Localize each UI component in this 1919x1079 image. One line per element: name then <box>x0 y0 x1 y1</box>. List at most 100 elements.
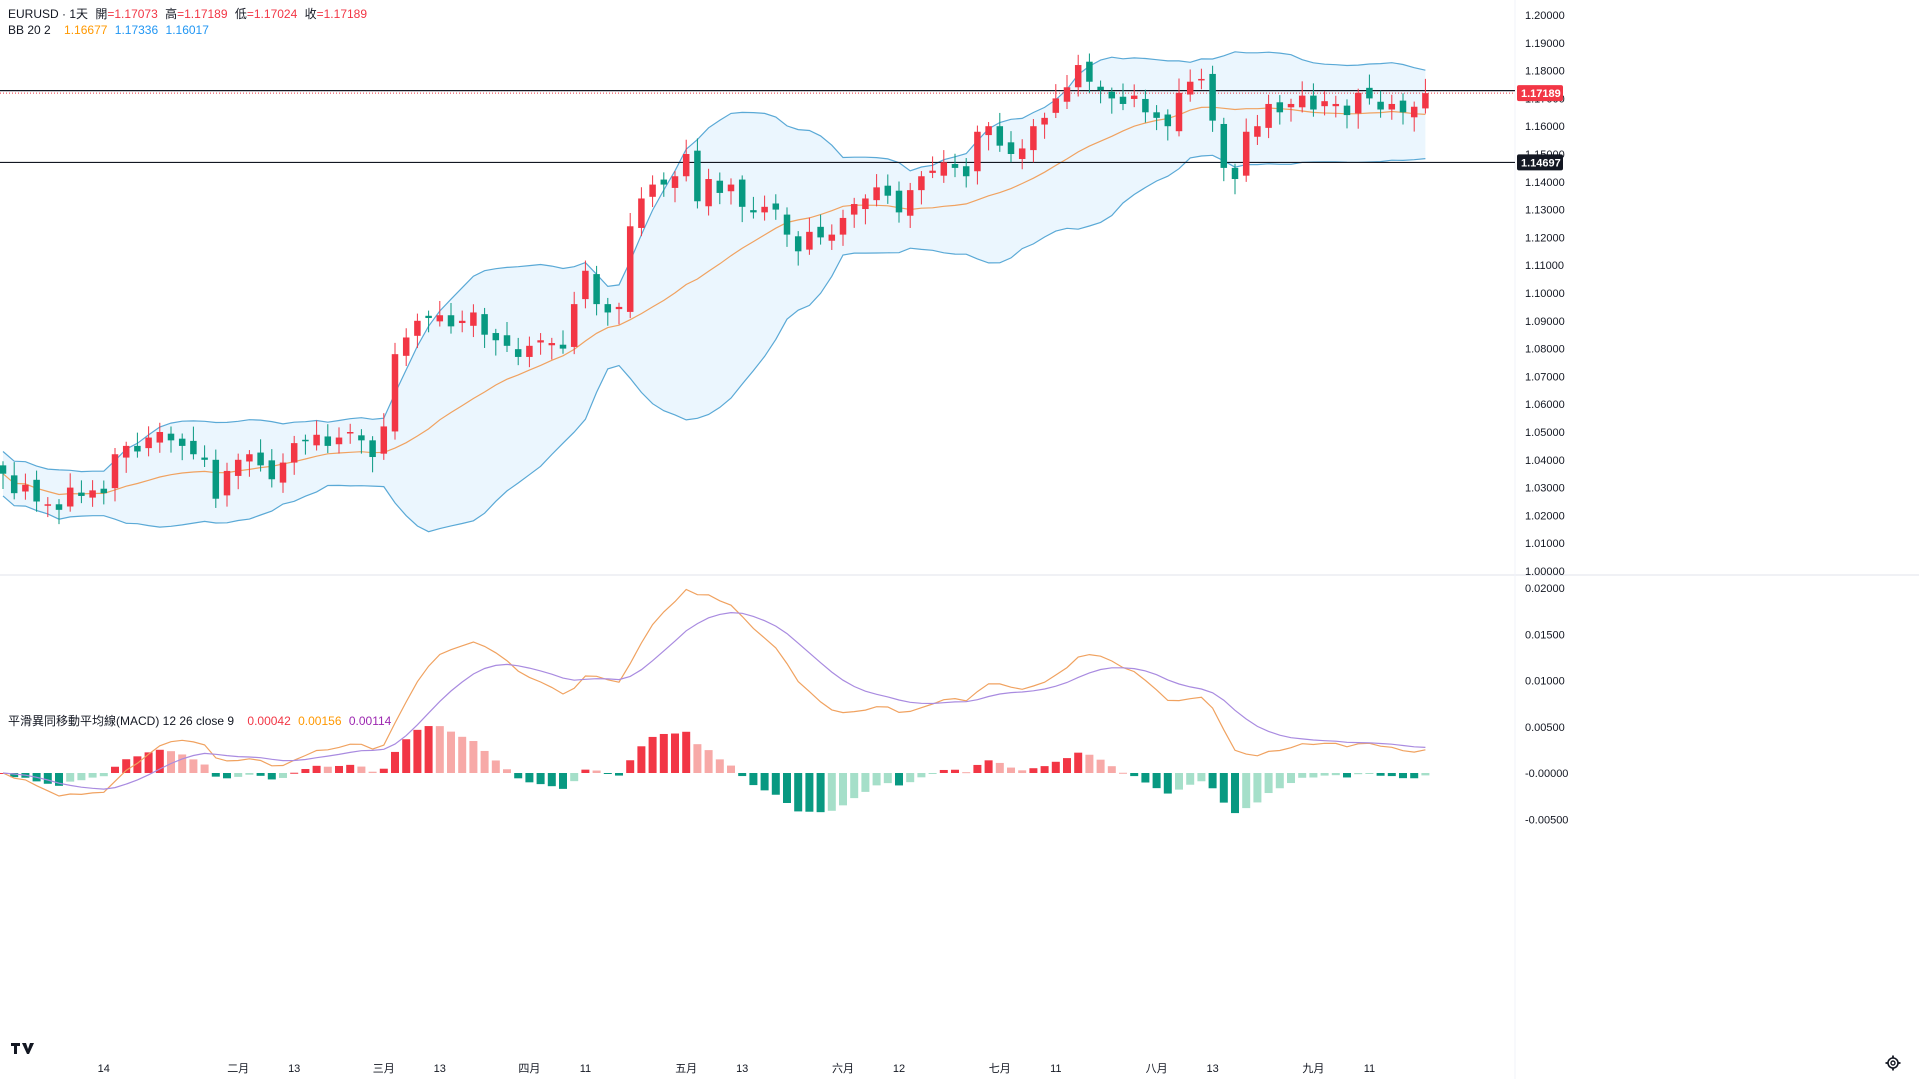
candle-body <box>1422 93 1429 109</box>
candle-body <box>358 435 365 441</box>
macd-histogram-bar <box>704 750 713 773</box>
macd-histogram-bar <box>738 773 747 777</box>
candle-body <box>1108 91 1116 99</box>
macd-histogram-bar <box>245 773 254 775</box>
macd-histogram-bar <box>895 773 903 786</box>
candle <box>313 420 320 451</box>
candle-body <box>526 345 533 357</box>
candle <box>234 453 242 490</box>
candle <box>201 445 208 468</box>
macd-line <box>2 588 1426 797</box>
candle <box>257 439 264 472</box>
candle-body <box>503 335 511 346</box>
macd-histogram-bar <box>525 773 534 783</box>
time-axis-label: 11 <box>1050 1063 1061 1075</box>
candle-body <box>10 475 18 494</box>
macd-histogram-bar <box>267 773 276 780</box>
candle-body <box>1265 103 1272 128</box>
macd-histogram-bar <box>357 766 366 773</box>
macd-axis-tick: 0.01000 <box>1525 676 1565 688</box>
macd-histogram-bar <box>682 731 691 773</box>
candle <box>10 462 18 500</box>
candle-body <box>1410 106 1418 118</box>
candle <box>391 342 399 440</box>
candle <box>638 187 645 237</box>
macd-histogram-bar <box>469 741 478 773</box>
candle-body <box>402 337 410 356</box>
time-axis-label: 13 <box>1206 1063 1218 1075</box>
close-value: =1.17189 <box>316 7 368 21</box>
macd-histogram-bar <box>671 733 679 773</box>
candle-body <box>89 490 96 498</box>
macd-histogram-bar <box>1085 754 1094 773</box>
candle <box>850 197 858 228</box>
candle-body <box>906 190 914 216</box>
candle <box>929 156 936 179</box>
macd-histogram-bar <box>995 762 1004 773</box>
candle <box>55 499 63 525</box>
candle <box>548 337 556 360</box>
tradingview-logo-icon[interactable] <box>6 1037 38 1059</box>
candle-body <box>1276 102 1284 113</box>
candle <box>1018 139 1026 170</box>
candle-body <box>694 150 701 202</box>
candle <box>156 422 164 453</box>
macd-histogram-bar <box>43 773 52 784</box>
macd-histogram-bar <box>1253 773 1262 803</box>
candle-body <box>481 314 488 335</box>
macd-hist-value: 0.00042 <box>247 714 291 728</box>
candle-body <box>806 231 813 250</box>
macd-histogram-bar <box>883 773 892 784</box>
macd-legend[interactable]: 平滑異同移動平均線(MACD) 12 26 close 9 0.00042 0.… <box>8 712 395 729</box>
high-value: =1.17189 <box>177 7 228 21</box>
candle <box>1007 131 1015 163</box>
price-axis-tick: 1.01000 <box>1525 538 1565 550</box>
candle <box>884 174 892 204</box>
macd-histogram-bar <box>615 773 623 776</box>
candle-body <box>1018 148 1026 160</box>
time-axis-label: 13 <box>288 1063 300 1075</box>
macd-histogram-bar <box>256 773 265 776</box>
candle <box>1063 75 1071 109</box>
macd-histogram-bar <box>1354 773 1363 775</box>
price-axis-tick: 1.08000 <box>1525 344 1565 356</box>
candle-body <box>537 340 544 343</box>
candle-body <box>649 184 656 197</box>
candle-body <box>671 176 679 188</box>
candle <box>66 473 74 512</box>
candle <box>862 194 869 225</box>
bb-legend[interactable]: BB 20 2 1.16677 1.17336 1.16017 <box>8 23 213 37</box>
settings-gear-icon[interactable] <box>1885 1055 1901 1071</box>
candle-body <box>783 214 791 235</box>
macd-axis-tick: 0.00500 <box>1525 722 1565 734</box>
candle <box>514 337 522 366</box>
price-level-label: 1.14697 <box>1521 157 1561 169</box>
candle <box>794 231 802 266</box>
price-axis-tick: 1.03000 <box>1525 483 1565 495</box>
candle-body <box>962 166 970 177</box>
macd-histogram-bar <box>1410 773 1419 779</box>
candle <box>1198 68 1205 90</box>
candle <box>783 207 791 247</box>
candle <box>806 217 813 255</box>
symbol-title[interactable]: EURUSD · 1天 <box>8 7 89 21</box>
macd-histogram-bar <box>570 773 579 782</box>
macd-histogram-bar <box>435 726 444 773</box>
candle-body <box>436 315 444 322</box>
macd-histogram-bar <box>1421 773 1430 776</box>
candle-body <box>458 320 466 324</box>
macd-histogram-bar <box>77 773 86 781</box>
candle-body <box>1343 105 1351 116</box>
macd-histogram-bar <box>234 773 243 777</box>
candle <box>1097 80 1104 104</box>
candle-body <box>514 349 522 357</box>
candle <box>346 423 354 444</box>
macd-histogram-bar <box>503 769 511 773</box>
macd-histogram-bar <box>447 731 455 773</box>
bb-upper-value: 1.17336 <box>114 23 159 37</box>
candle <box>1287 98 1295 122</box>
candle <box>167 426 175 453</box>
candle <box>145 426 152 457</box>
time-axis-label: 12 <box>893 1063 905 1075</box>
